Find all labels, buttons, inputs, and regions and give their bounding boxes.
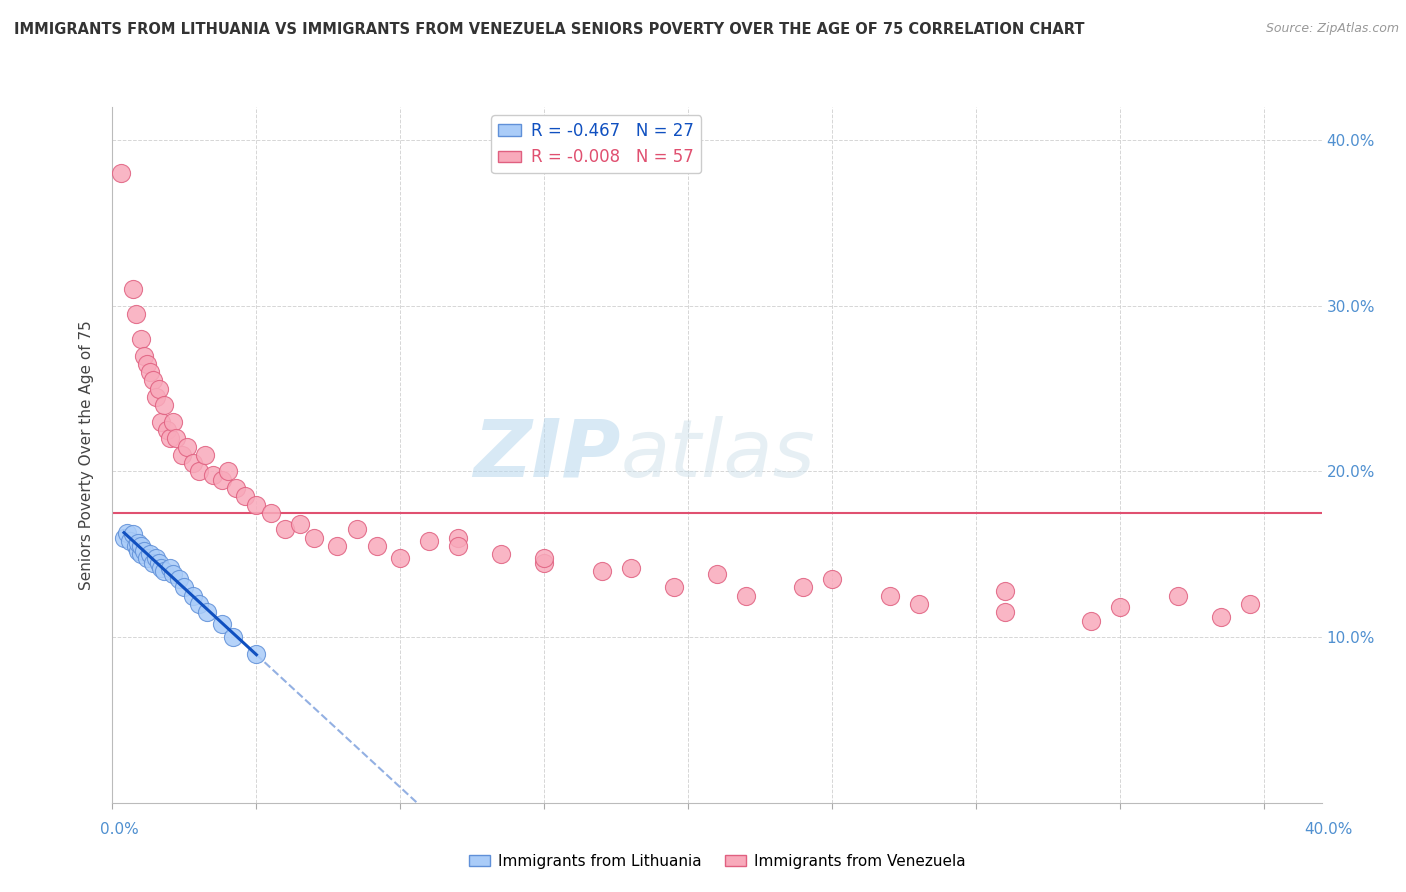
Point bbox=[148, 556, 170, 570]
Point bbox=[159, 560, 181, 574]
Point bbox=[127, 544, 149, 558]
Text: ZIP: ZIP bbox=[472, 416, 620, 494]
Point bbox=[145, 390, 167, 404]
Point bbox=[121, 282, 143, 296]
Point bbox=[274, 523, 297, 537]
Text: 40.0%: 40.0% bbox=[1305, 822, 1353, 837]
Point bbox=[121, 527, 143, 541]
Point bbox=[194, 448, 217, 462]
Point bbox=[181, 456, 204, 470]
Point bbox=[326, 539, 349, 553]
Point bbox=[124, 539, 146, 553]
Point bbox=[167, 572, 190, 586]
Point bbox=[156, 423, 179, 437]
Point bbox=[202, 467, 225, 482]
Point bbox=[136, 357, 159, 371]
Point bbox=[302, 531, 325, 545]
Point bbox=[620, 560, 643, 574]
Point bbox=[110, 166, 132, 180]
Point bbox=[489, 547, 512, 561]
Point bbox=[591, 564, 613, 578]
Point bbox=[142, 556, 165, 570]
Point bbox=[533, 550, 555, 565]
Point bbox=[447, 531, 470, 545]
Point bbox=[176, 440, 198, 454]
Point bbox=[112, 531, 135, 545]
Point bbox=[1080, 614, 1102, 628]
Point bbox=[129, 539, 152, 553]
Point bbox=[366, 539, 388, 553]
Point bbox=[162, 567, 184, 582]
Point bbox=[245, 647, 267, 661]
Point bbox=[162, 415, 184, 429]
Point bbox=[187, 465, 209, 479]
Point bbox=[389, 550, 412, 565]
Point bbox=[170, 448, 193, 462]
Point bbox=[821, 572, 844, 586]
Point bbox=[260, 506, 283, 520]
Point bbox=[129, 332, 152, 346]
Point bbox=[153, 398, 176, 412]
Point bbox=[142, 373, 165, 387]
Point bbox=[222, 630, 245, 644]
Point bbox=[129, 547, 152, 561]
Point bbox=[150, 560, 173, 574]
Point bbox=[139, 547, 162, 561]
Point bbox=[145, 550, 167, 565]
Point bbox=[907, 597, 929, 611]
Text: 0.0%: 0.0% bbox=[100, 822, 139, 837]
Legend: Immigrants from Lithuania, Immigrants from Venezuela: Immigrants from Lithuania, Immigrants fr… bbox=[463, 848, 972, 875]
Point bbox=[879, 589, 901, 603]
Point bbox=[1109, 600, 1132, 615]
Text: IMMIGRANTS FROM LITHUANIA VS IMMIGRANTS FROM VENEZUELA SENIORS POVERTY OVER THE : IMMIGRANTS FROM LITHUANIA VS IMMIGRANTS … bbox=[14, 22, 1084, 37]
Point bbox=[197, 605, 219, 619]
Point bbox=[139, 365, 162, 379]
Y-axis label: Seniors Poverty Over the Age of 75: Seniors Poverty Over the Age of 75 bbox=[79, 320, 94, 590]
Point bbox=[245, 498, 267, 512]
Point bbox=[127, 535, 149, 549]
Point bbox=[418, 534, 440, 549]
Point bbox=[148, 382, 170, 396]
Point bbox=[533, 556, 555, 570]
Point bbox=[346, 523, 368, 537]
Point bbox=[211, 616, 233, 631]
Point bbox=[115, 525, 138, 540]
Point bbox=[124, 307, 146, 321]
Point bbox=[994, 605, 1017, 619]
Point bbox=[150, 415, 173, 429]
Point bbox=[211, 473, 233, 487]
Point bbox=[662, 581, 685, 595]
Text: Source: ZipAtlas.com: Source: ZipAtlas.com bbox=[1265, 22, 1399, 36]
Point bbox=[118, 534, 141, 549]
Point bbox=[288, 517, 311, 532]
Point bbox=[1209, 610, 1232, 624]
Point bbox=[153, 564, 176, 578]
Point bbox=[1167, 589, 1189, 603]
Point bbox=[734, 589, 756, 603]
Point bbox=[181, 589, 204, 603]
Text: atlas: atlas bbox=[620, 416, 815, 494]
Point bbox=[233, 489, 256, 503]
Point bbox=[159, 431, 181, 445]
Point bbox=[792, 581, 814, 595]
Point bbox=[1239, 597, 1261, 611]
Point bbox=[165, 431, 187, 445]
Point bbox=[217, 465, 239, 479]
Point bbox=[706, 567, 728, 582]
Point bbox=[187, 597, 209, 611]
Point bbox=[225, 481, 247, 495]
Point bbox=[173, 581, 195, 595]
Point bbox=[134, 544, 156, 558]
Point bbox=[136, 550, 159, 565]
Point bbox=[994, 583, 1017, 598]
Point bbox=[134, 349, 156, 363]
Point bbox=[447, 539, 470, 553]
